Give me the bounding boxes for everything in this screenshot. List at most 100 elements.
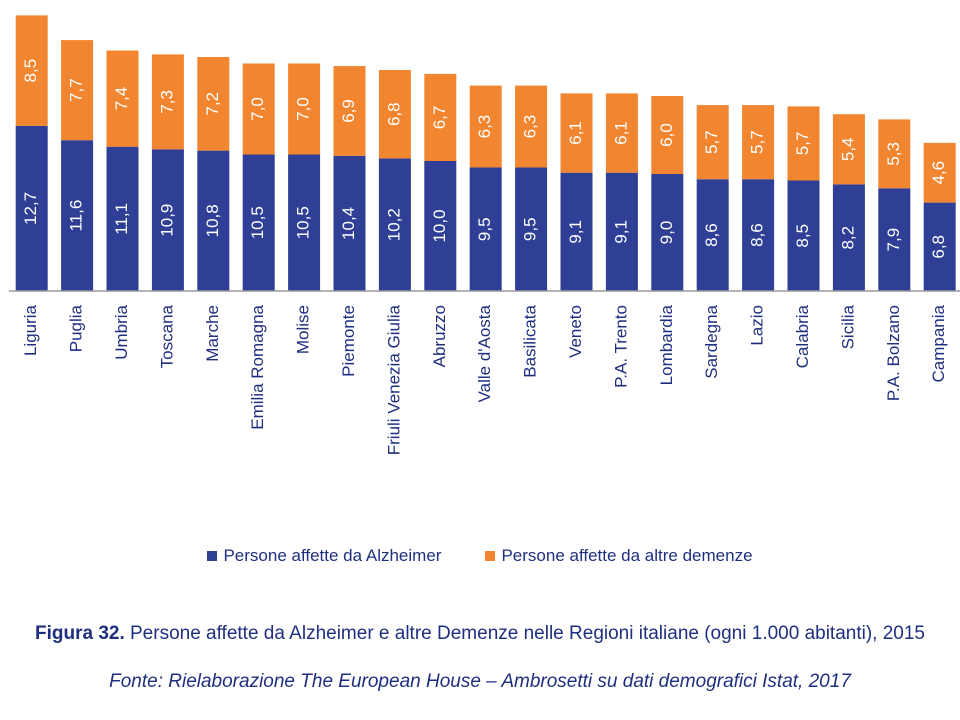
data-label-alzheimer: 12,7 [21,192,40,225]
data-label-altre-demenze: 5,7 [793,132,812,156]
bar-alzheimer [242,154,275,291]
data-label-altre-demenze: 7,0 [294,97,313,121]
data-label-alzheimer: 10,4 [339,207,358,240]
data-label-alzheimer: 10,9 [157,204,176,237]
category-label: Valle d'Aosta [475,304,494,402]
bar-alzheimer [651,174,684,291]
category-label: Piemonte [339,305,358,377]
bar-altre-demenze [923,142,956,203]
data-label-altre-demenze: 5,4 [838,137,857,161]
data-label-alzheimer: 6,8 [929,235,948,259]
bar-alzheimer [832,184,865,291]
data-label-alzheimer: 11,1 [112,203,131,235]
data-label-alzheimer: 10,5 [294,206,313,239]
figure-caption: Figura 32. Persone affette da Alzheimer … [0,623,960,645]
legend-label-altre: Persone affette da altre demenze [501,546,753,565]
data-label-altre-demenze: 6,3 [521,115,540,139]
bar-altre-demenze [696,105,729,180]
data-label-altre-demenze: 7,7 [67,78,86,102]
bar-alzheimer [605,172,638,291]
data-label-alzheimer: 10,8 [203,204,222,237]
data-label-alzheimer: 9,1 [611,220,630,244]
data-label-alzheimer: 10,2 [384,208,403,241]
bar-altre-demenze [61,40,94,141]
stacked-bar-chart: 12,7 8,5 Liguria 11,6 7,7 Puglia 11,1 7,4 Umbria… [9,15,960,455]
bar-altre-demenze [151,54,184,150]
bar-alzheimer [197,150,230,291]
chart-legend: Persone affette da Alzheimer Persone aff… [0,546,960,566]
legend-item-altre: Persone affette da altre demenze [485,546,753,566]
data-label-alzheimer: 9,0 [657,221,676,245]
data-label-alzheimer: 9,5 [521,217,540,241]
category-label: Emilia Romagna [248,304,267,429]
data-label-altre-demenze: 6,3 [475,115,494,139]
bar-altre-demenze [787,106,820,181]
bar-alzheimer [696,179,729,291]
data-label-altre-demenze: 5,7 [702,130,721,154]
bar-alzheimer [742,179,775,291]
category-label: P.A. Trento [611,305,630,388]
data-label-altre-demenze: 6,8 [384,102,403,126]
figure-source: Fonte: Rielaborazione The European House… [109,671,851,692]
bar-altre-demenze [832,114,865,185]
data-label-alzheimer: 10,5 [248,206,267,239]
bar-altre-demenze [605,93,638,173]
data-label-altre-demenze: 6,1 [566,121,585,145]
bar-alzheimer [288,154,321,291]
bar-altre-demenze [560,93,593,173]
bar-altre-demenze [242,63,275,155]
bar-altre-demenze [378,70,411,159]
data-label-altre-demenze: 8,5 [21,59,40,83]
bar-altre-demenze [651,96,684,174]
data-label-altre-demenze: 6,7 [430,106,449,130]
bar-altre-demenze [333,66,366,156]
bar-altre-demenze [288,63,321,155]
data-label-alzheimer: 9,1 [566,220,585,244]
bar-alzheimer [15,125,48,292]
bar-alzheimer [61,140,94,291]
data-label-altre-demenze: 5,3 [884,142,903,166]
data-label-altre-demenze: 7,4 [112,87,131,111]
bar-alzheimer [106,146,139,291]
bar-altre-demenze [878,119,911,189]
bar-alzheimer [333,155,366,291]
data-label-alzheimer: 8,5 [793,224,812,248]
data-label-alzheimer: 8,2 [838,226,857,250]
data-label-altre-demenze: 6,9 [339,99,358,123]
category-label: Puglia [67,304,86,352]
category-label: Calabria [793,304,812,368]
data-label-alzheimer: 8,6 [748,223,767,247]
category-label: Lombardia [657,304,676,385]
bar-altre-demenze [469,85,502,168]
category-label: Sardegna [702,304,721,378]
category-label: Friuli Venezia Giulia [384,304,403,455]
data-label-altre-demenze: 6,0 [657,123,676,147]
data-label-alzheimer: 11,6 [67,200,86,232]
legend-item-alzheimer: Persone affette da Alzheimer [207,546,441,566]
category-label: Abruzzo [430,305,449,367]
category-label: Molise [294,305,313,354]
bar-alzheimer [923,202,956,291]
category-label: Liguria [21,304,40,356]
bar-altre-demenze [106,50,139,147]
category-label: P.A. Bolzano [884,305,903,401]
data-label-alzheimer: 7,9 [884,228,903,252]
legend-label-alzheimer: Persone affette da Alzheimer [223,546,442,565]
bar-altre-demenze [197,57,230,151]
bar-alzheimer [378,158,411,291]
bar-alzheimer [424,161,457,291]
data-label-altre-demenze: 5,7 [748,130,767,154]
bar-alzheimer [560,172,593,291]
category-label: Veneto [566,305,585,358]
bar-alzheimer [787,180,820,291]
legend-swatch-alzheimer [207,551,218,561]
bar-alzheimer [151,149,184,291]
bar-altre-demenze [515,85,548,168]
data-label-alzheimer: 10,0 [430,209,449,242]
data-label-altre-demenze: 4,6 [929,161,948,185]
figure-number: Figura 32. [34,623,125,644]
category-label: Umbria [112,304,131,359]
data-label-altre-demenze: 6,1 [611,121,630,145]
bar-alzheimer [878,188,911,291]
category-label: Lazio [748,305,767,346]
